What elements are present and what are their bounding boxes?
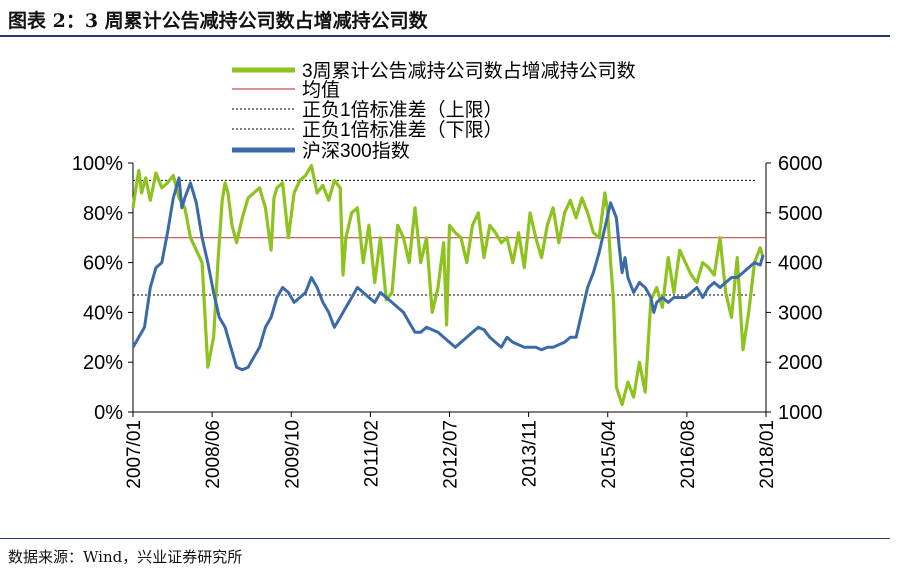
footer-rule: [0, 538, 890, 539]
x-tick-label: 2007/01: [124, 420, 145, 489]
legend-upper-band-label: 正负1倍标准差（上限）: [302, 99, 503, 121]
right-tick-label: 1000: [778, 402, 823, 424]
left-tick-label: 100%: [72, 153, 123, 175]
left-tick-label: 20%: [83, 352, 123, 374]
x-tick-label: 2013/11: [520, 420, 541, 487]
right-tick-label: 2000: [778, 352, 823, 374]
legend-index-label: 沪深300指数: [302, 140, 410, 162]
plot-area: 0% 20% 40% 60% 80% 100% 1000 2000 3000 4000 5000 60…: [72, 153, 823, 489]
left-tick-label: 60%: [83, 253, 123, 275]
right-tick-label: 3000: [778, 302, 823, 324]
source-note: 数据来源：Wind，兴业证券研究所: [8, 548, 243, 566]
x-tick-label: 2008/06: [203, 420, 224, 489]
x-tick-label: 2016/08: [678, 420, 699, 489]
legend-ratio-label: 3周累计公告减持公司数占增减持公司数: [302, 60, 636, 82]
ratio-series-line: [131, 163, 765, 407]
right-tick-label: 4000: [778, 253, 823, 275]
x-tick-label: 2012/07: [441, 420, 462, 489]
x-tick-label: 2009/10: [282, 420, 303, 489]
header-rule: [0, 35, 890, 37]
x-tick-label: 2011/02: [361, 420, 382, 487]
left-tick-label: 80%: [83, 203, 123, 225]
legend-mean-label: 均值: [302, 79, 340, 101]
x-tick-label: 2018/01: [757, 420, 778, 489]
left-tick-label: 40%: [83, 302, 123, 324]
legend-lower-band-label: 正负1倍标准差（下限）: [302, 119, 503, 141]
index-series-line: [131, 176, 765, 372]
legend: 3周累计公告减持公司数占增减持公司数均值正负1倍标准差（上限）正负1倍标准差（下…: [232, 60, 636, 162]
x-tick-label: 2015/04: [599, 420, 620, 489]
figure-title: 图表 2：3 周累计公告减持公司数占增减持公司数: [8, 10, 428, 32]
right-tick-label: 5000: [778, 203, 823, 225]
left-tick-label: 0%: [94, 402, 123, 424]
right-tick-label: 6000: [778, 153, 823, 175]
